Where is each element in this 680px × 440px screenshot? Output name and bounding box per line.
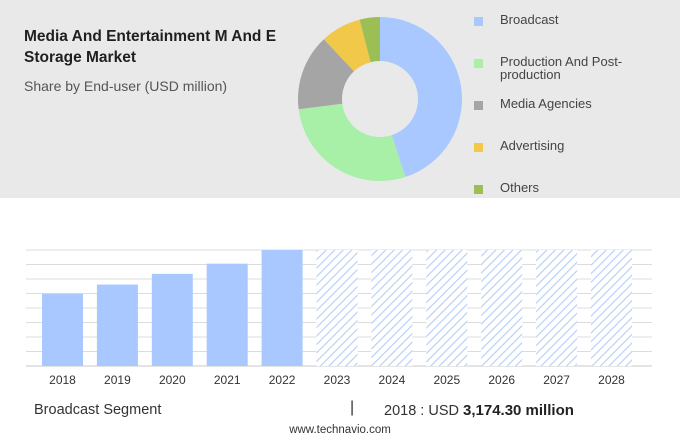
footer-separator: | [350,399,355,416]
bar-2028 [591,250,632,366]
donut-slice-4 [359,17,380,63]
bar-2023 [316,250,358,366]
legend-label: Broadcast [500,12,559,27]
bar-chart: 2018 2019 2020 2021 2022 2023 2024 2025 2026 2027… [26,249,652,387]
x-tick-label: 2028 [598,373,625,387]
segment-value: 2018 : USD 3,174.30 million [384,402,574,419]
x-tick-label: 2024 [379,373,406,387]
legend-swatch [474,17,483,26]
bar-2019 [96,284,138,366]
x-tick-label: 2023 [324,373,351,387]
x-tick-label: 2021 [214,373,241,387]
x-tick-label: 2020 [159,373,186,387]
x-tick-label: 2025 [433,373,460,387]
bar-2022 [261,250,303,366]
legend-label: Media Agencies [500,96,592,111]
x-tick-label: 2027 [543,373,570,387]
legend-label: Advertising [500,138,565,153]
bar-2021 [206,263,248,366]
chart-subtitle: Share by End-user (USD million) [24,78,228,94]
segment-value-prefix: 2018 : USD [384,403,459,419]
bar-2020 [151,273,193,366]
donut-slice-3 [323,19,371,72]
source-credit: www.technavio.com [289,424,391,436]
legend-label: Production And Post-production [500,54,623,82]
bar-2025 [426,250,468,366]
segment-label: Broadcast Segment [34,402,162,418]
x-tick-label: 2019 [104,373,131,387]
legend-swatch [474,101,483,110]
segment-value-amount: 3,174.30 million [463,402,574,419]
donut-slice-2 [298,39,354,110]
donut-slice-0 [380,17,462,177]
legend-swatch [474,185,483,194]
donut-slice-1 [298,103,406,181]
x-tick-label: 2026 [488,373,515,387]
chart-title: Media And Entertainment M And E Storage … [24,28,277,66]
bar-2018 [42,293,83,366]
legend-label: Others [500,180,540,195]
donut-chart [298,17,462,181]
bar-2026 [481,250,523,366]
bar-2027 [536,250,578,366]
bar-2024 [371,250,413,366]
x-tick-label: 2018 [49,373,76,387]
legend-swatch [474,59,483,68]
x-tick-label: 2022 [269,373,296,387]
legend-swatch [474,143,483,152]
